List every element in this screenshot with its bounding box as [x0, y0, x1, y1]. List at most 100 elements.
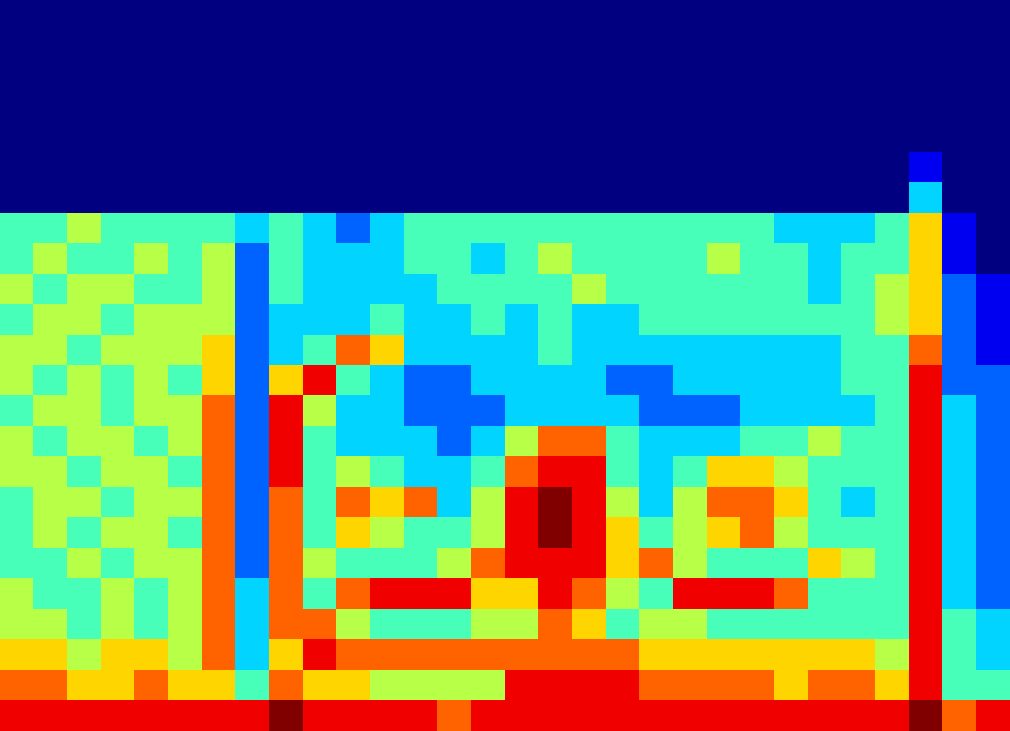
cell — [572, 0, 607, 31]
cell — [437, 517, 472, 549]
cell — [740, 670, 775, 701]
cell — [808, 700, 842, 731]
cell — [505, 152, 539, 183]
cell — [909, 456, 943, 488]
cell — [606, 487, 640, 518]
cell — [808, 335, 842, 366]
cell — [134, 426, 169, 457]
cell — [235, 243, 270, 275]
cell — [269, 426, 304, 457]
cell — [976, 517, 1010, 549]
cell — [101, 365, 135, 396]
cell — [437, 0, 472, 31]
cell — [740, 700, 775, 731]
cell — [707, 578, 741, 610]
cell — [336, 274, 371, 305]
cell — [235, 700, 270, 731]
cell — [774, 517, 809, 549]
cell — [168, 30, 203, 61]
cell — [67, 700, 102, 731]
cell — [909, 639, 943, 671]
cell — [841, 517, 876, 549]
cell — [370, 335, 405, 366]
cell — [774, 243, 809, 275]
cell — [942, 395, 977, 427]
cell — [606, 670, 640, 701]
cell — [370, 700, 405, 731]
cell — [538, 670, 573, 701]
cell — [101, 152, 135, 183]
cell — [0, 30, 34, 61]
cell — [336, 578, 371, 610]
cell — [437, 30, 472, 61]
cell — [976, 456, 1010, 488]
cell — [67, 456, 102, 488]
cell — [774, 274, 809, 305]
cell — [336, 609, 371, 640]
cell — [606, 304, 640, 336]
cell — [774, 0, 809, 31]
cell — [639, 121, 674, 153]
cell — [336, 426, 371, 457]
cell — [404, 609, 438, 640]
cell — [808, 213, 842, 244]
cell — [909, 30, 943, 61]
cell — [404, 578, 438, 610]
cell — [101, 213, 135, 244]
cell — [269, 517, 304, 549]
cell — [505, 639, 539, 671]
cell — [942, 456, 977, 488]
cell — [303, 213, 337, 244]
cell — [134, 182, 169, 214]
cell — [976, 152, 1010, 183]
cell — [269, 395, 304, 427]
cell — [202, 456, 236, 488]
cell — [202, 30, 236, 61]
cell — [101, 487, 135, 518]
cell — [67, 426, 102, 457]
cell — [437, 670, 472, 701]
cell — [437, 487, 472, 518]
cell — [0, 243, 34, 275]
cell — [606, 30, 640, 61]
cell — [976, 335, 1010, 366]
cell — [235, 274, 270, 305]
cell — [841, 243, 876, 275]
cell — [639, 182, 674, 214]
cell — [471, 639, 506, 671]
cell — [976, 121, 1010, 153]
cell — [437, 639, 472, 671]
cell — [606, 60, 640, 92]
cell — [774, 395, 809, 427]
cell — [235, 365, 270, 396]
cell — [101, 548, 135, 579]
cell — [639, 335, 674, 366]
cell — [909, 548, 943, 579]
cell — [942, 152, 977, 183]
cell — [505, 517, 539, 549]
cell — [370, 274, 405, 305]
cell — [370, 91, 405, 122]
cell — [67, 60, 102, 92]
cell — [269, 609, 304, 640]
cell — [404, 700, 438, 731]
cell — [841, 700, 876, 731]
cell — [0, 152, 34, 183]
cell — [639, 91, 674, 122]
cell — [774, 60, 809, 92]
cell — [976, 426, 1010, 457]
cell — [471, 213, 506, 244]
cell — [673, 395, 708, 427]
cell — [538, 0, 573, 31]
cell — [269, 335, 304, 366]
cell — [774, 670, 809, 701]
cell — [808, 91, 842, 122]
cell — [572, 670, 607, 701]
cell — [572, 335, 607, 366]
cell — [707, 274, 741, 305]
cell — [572, 60, 607, 92]
cell — [269, 152, 304, 183]
cell — [538, 426, 573, 457]
cell — [370, 365, 405, 396]
cell — [0, 578, 34, 610]
